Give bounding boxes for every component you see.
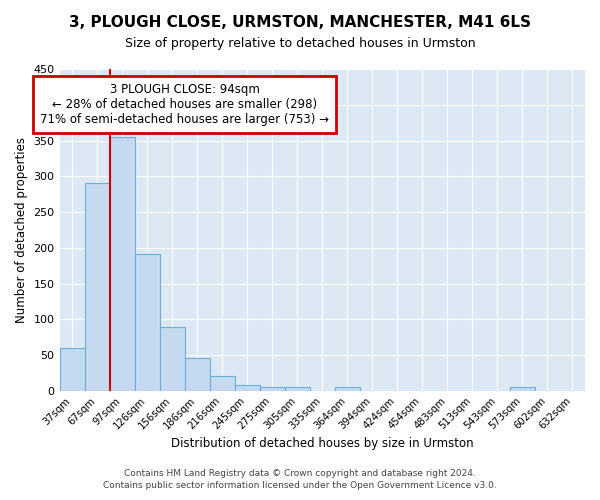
Text: Size of property relative to detached houses in Urmston: Size of property relative to detached ho… bbox=[125, 38, 475, 51]
Bar bbox=[85, 184, 110, 391]
Bar bbox=[260, 388, 285, 391]
Text: 3, PLOUGH CLOSE, URMSTON, MANCHESTER, M41 6LS: 3, PLOUGH CLOSE, URMSTON, MANCHESTER, M4… bbox=[69, 15, 531, 30]
Bar bbox=[110, 137, 134, 391]
Bar bbox=[209, 376, 235, 391]
Bar bbox=[235, 384, 260, 391]
Bar bbox=[134, 254, 160, 391]
Text: 3 PLOUGH CLOSE: 94sqm
← 28% of detached houses are smaller (298)
71% of semi-det: 3 PLOUGH CLOSE: 94sqm ← 28% of detached … bbox=[40, 84, 329, 126]
X-axis label: Distribution of detached houses by size in Urmston: Distribution of detached houses by size … bbox=[171, 437, 473, 450]
Bar bbox=[335, 388, 360, 391]
Bar bbox=[285, 388, 310, 391]
Bar bbox=[185, 358, 209, 391]
Bar bbox=[160, 326, 185, 391]
Bar bbox=[59, 348, 85, 391]
Y-axis label: Number of detached properties: Number of detached properties bbox=[15, 137, 28, 323]
Text: Contains HM Land Registry data © Crown copyright and database right 2024.
Contai: Contains HM Land Registry data © Crown c… bbox=[103, 468, 497, 490]
Bar bbox=[510, 388, 535, 391]
